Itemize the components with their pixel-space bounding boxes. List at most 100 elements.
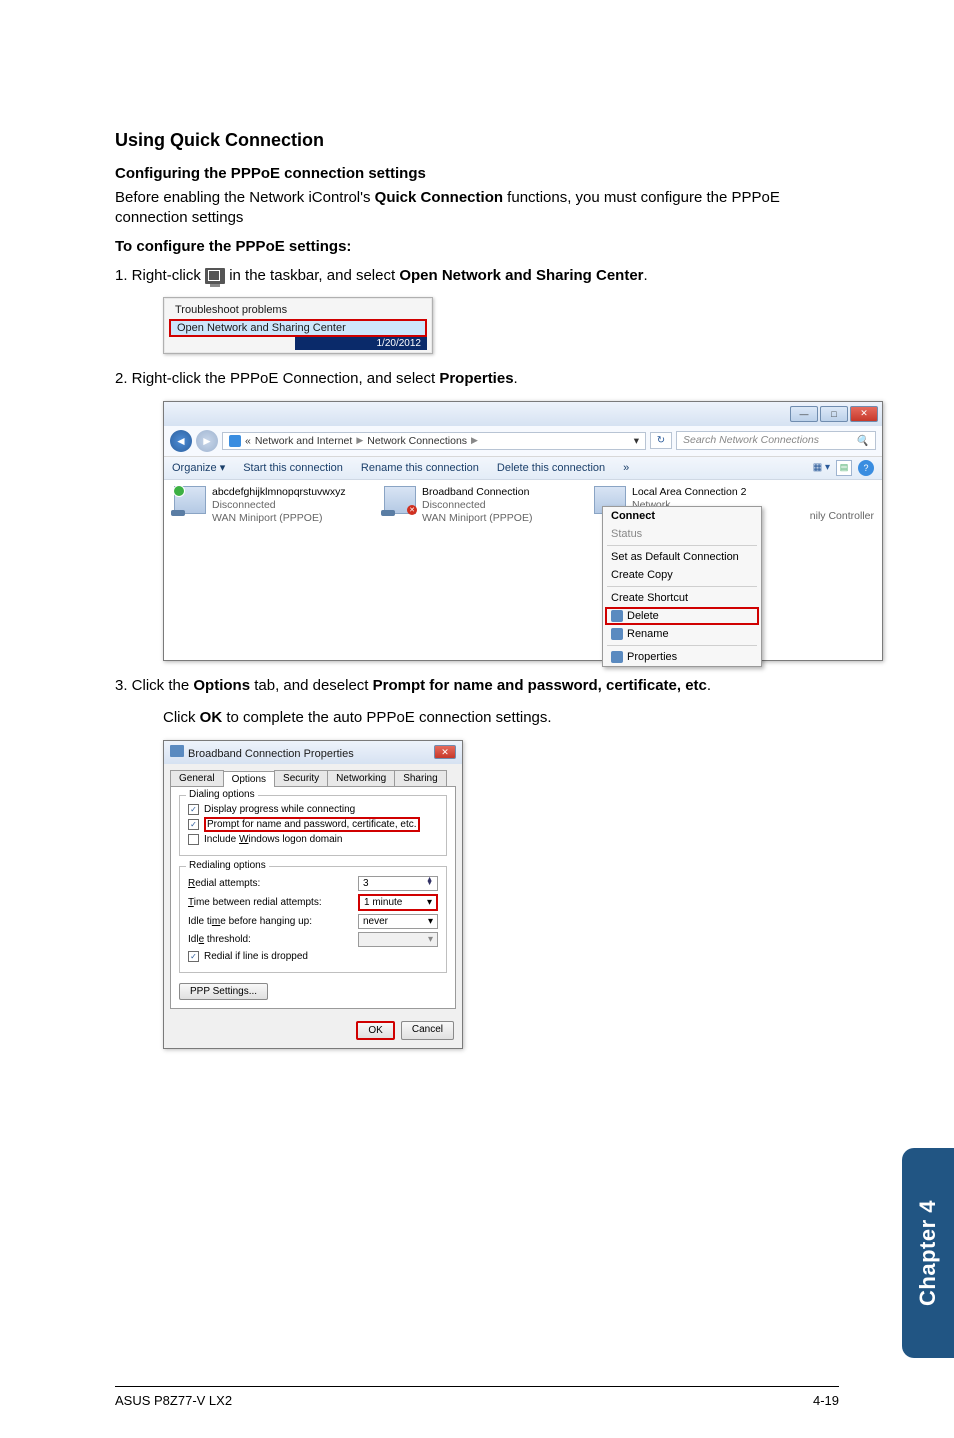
- dialog-icon: [170, 745, 184, 757]
- conn1-title: abcdefghijklmnopqrstuvwxyz: [212, 486, 346, 499]
- time-between-select[interactable]: 1 minute ▾: [358, 894, 438, 911]
- step2-bold: Properties: [439, 370, 513, 387]
- step-3-line2: Click OK to complete the auto PPPoE conn…: [163, 707, 839, 730]
- time-between-value: 1 minute: [364, 897, 402, 908]
- checkbox-icon: ✓: [188, 951, 199, 962]
- cancel-button[interactable]: Cancel: [401, 1021, 454, 1040]
- checkbox-display-progress[interactable]: ✓ Display progress while connecting: [188, 804, 438, 815]
- ctx-create-shortcut[interactable]: Create Shortcut: [603, 589, 761, 607]
- intro-bold: Quick Connection: [375, 189, 503, 206]
- dialog-button-row: OK Cancel: [164, 1015, 462, 1048]
- conn2-device: WAN Miniport (PPPOE): [422, 512, 532, 525]
- minimize-button[interactable]: —: [790, 406, 818, 422]
- tab-security[interactable]: Security: [274, 770, 328, 786]
- breadcrumb-icon: [229, 435, 241, 447]
- step3-end: .: [707, 677, 711, 694]
- toolbar-organize[interactable]: Organize ▾: [172, 461, 225, 474]
- spinner-icon[interactable]: ▲▼: [426, 878, 433, 889]
- toolbar-rename-connection[interactable]: Rename this connection: [361, 462, 479, 474]
- breadcrumb[interactable]: « Network and Internet ▶ Network Connect…: [222, 432, 646, 450]
- idle-hangup-select[interactable]: never ▾: [358, 914, 438, 929]
- ok-button[interactable]: OK: [356, 1021, 394, 1040]
- ctx-create-copy[interactable]: Create Copy: [603, 566, 761, 584]
- ctx-properties[interactable]: Properties: [603, 648, 761, 666]
- bc-sep2: ▶: [356, 435, 363, 446]
- close-button[interactable]: ✕: [850, 406, 878, 422]
- tab-networking[interactable]: Networking: [327, 770, 395, 786]
- connection-item-1[interactable]: abcdefghijklmnopqrstuvwxyz Disconnected …: [174, 486, 374, 642]
- dialog-close-button[interactable]: ✕: [434, 745, 456, 759]
- intro-paragraph: Before enabling the Network iControl's Q…: [115, 188, 839, 229]
- chk-include-label: Include Windows logon domain: [204, 834, 342, 845]
- dialing-options-legend: Dialing options: [186, 789, 258, 800]
- ctx-separator: [607, 645, 757, 646]
- dropdown-icon: ▾: [427, 897, 432, 908]
- connection-item-2[interactable]: ✕ Broadband Connection Disconnected WAN …: [384, 486, 584, 642]
- breadcrumb-dropdown-icon[interactable]: ▾: [634, 435, 639, 447]
- checkbox-include-domain[interactable]: Include Windows logon domain: [188, 834, 438, 845]
- maximize-button[interactable]: □: [820, 406, 848, 422]
- connection-icon: [174, 486, 206, 514]
- idle-threshold-select: ▾: [358, 932, 438, 947]
- heading-using-quick-connection: Using Quick Connection: [115, 130, 839, 151]
- checkbox-icon: [188, 834, 199, 845]
- step1-pre: 1. Right-click: [115, 267, 205, 284]
- dropdown-icon: ▾: [428, 934, 433, 945]
- step1-mid: in the taskbar, and select: [225, 267, 399, 284]
- step3l2-post: to complete the auto PPPoE connection se…: [222, 709, 551, 726]
- ppp-settings-button[interactable]: PPP Settings...: [179, 983, 268, 1000]
- check-icon: [173, 485, 185, 497]
- search-input[interactable]: Search Network Connections 🔍: [676, 431, 876, 450]
- ctx-rename-label: Rename: [627, 628, 669, 640]
- tab-options[interactable]: Options: [223, 771, 275, 787]
- connections-pane: abcdefghijklmnopqrstuvwxyz Disconnected …: [164, 480, 882, 660]
- ctx-delete[interactable]: Delete: [605, 607, 759, 625]
- checkbox-redial-dropped[interactable]: ✓ Redial if line is dropped: [188, 951, 438, 962]
- dialog-title: Broadband Connection Properties: [188, 748, 354, 760]
- step3-mid: tab, and deselect: [250, 677, 373, 694]
- step1-bold: Open Network and Sharing Center: [399, 267, 643, 284]
- menu-item-open-network-sharing-center[interactable]: Open Network and Sharing Center: [169, 319, 427, 337]
- tab-general[interactable]: General: [170, 770, 224, 786]
- ctx-connect[interactable]: Connect: [603, 507, 761, 525]
- breadcrumb-network-connections[interactable]: Network Connections: [367, 435, 467, 447]
- redial-attempts-input[interactable]: 3 ▲▼: [358, 876, 438, 891]
- step3-b1: Options: [193, 677, 250, 694]
- ctx-properties-label: Properties: [627, 651, 677, 663]
- breadcrumb-network-internet[interactable]: Network and Internet: [255, 435, 352, 447]
- network-tray-icon: [205, 268, 225, 284]
- step-1: 1. Right-click in the taskbar, and selec…: [115, 265, 839, 288]
- dialog-tabs: General Options Security Networking Shar…: [164, 764, 462, 786]
- toolbar-help-icon[interactable]: ?: [858, 460, 874, 476]
- dialog-titlebar: Broadband Connection Properties ✕: [164, 741, 462, 764]
- step1-end: .: [644, 267, 648, 284]
- chk-display-label: Display progress while connecting: [204, 804, 355, 815]
- back-button[interactable]: ◄: [170, 430, 192, 452]
- redial-attempts-value: 3: [363, 878, 369, 889]
- checkbox-icon: ✓: [188, 804, 199, 815]
- toolbar-delete-connection[interactable]: Delete this connection: [497, 462, 605, 474]
- step-2: 2. Right-click the PPPoE Connection, and…: [115, 368, 839, 391]
- ctx-rename[interactable]: Rename: [603, 625, 761, 643]
- context-menu: Connect Status Set as Default Connection…: [602, 506, 762, 667]
- step3-b2: Prompt for name and password, certificat…: [373, 677, 707, 694]
- checkbox-prompt-password[interactable]: ✓ Prompt for name and password, certific…: [188, 817, 438, 832]
- refresh-button[interactable]: ↻: [650, 432, 672, 449]
- chapter-side-tab: Chapter 4: [902, 1148, 954, 1358]
- toolbar-preview-icon[interactable]: ▤: [836, 460, 852, 476]
- screenshot-network-connections: — □ ✕ ◄ ► « Network and Internet ▶ Netwo…: [163, 401, 839, 661]
- time-between-label: Time between redial attempts:: [188, 897, 322, 908]
- toolbar-view-icon[interactable]: ▦ ▾: [813, 462, 830, 473]
- tab-sharing[interactable]: Sharing: [394, 770, 446, 786]
- rename-icon: [611, 628, 623, 640]
- step2-end: .: [514, 370, 518, 387]
- step-3: 3. Click the Options tab, and deselect P…: [115, 675, 839, 698]
- idle-threshold-label: Idle threshold:: [188, 934, 251, 945]
- menu-item-troubleshoot[interactable]: Troubleshoot problems: [165, 301, 431, 319]
- ctx-separator: [607, 586, 757, 587]
- forward-button[interactable]: ►: [196, 430, 218, 452]
- toolbar-more[interactable]: »: [623, 462, 629, 474]
- toolbar-start-connection[interactable]: Start this connection: [243, 462, 343, 474]
- ctx-set-default[interactable]: Set as Default Connection: [603, 548, 761, 566]
- connection-icon: ✕: [384, 486, 416, 514]
